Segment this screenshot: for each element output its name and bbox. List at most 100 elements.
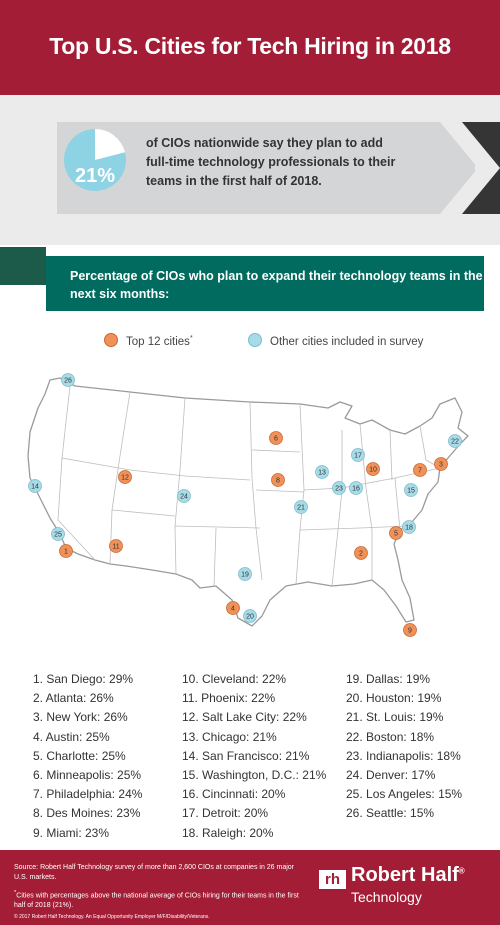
city-marker-label: 26	[64, 378, 72, 385]
city-marker	[354, 546, 368, 560]
city-rank-item: 7. Philadelphia: 24%	[33, 787, 143, 802]
city-marker-label: 6	[274, 436, 278, 443]
pie-slice	[95, 129, 126, 160]
city-marker	[28, 479, 42, 493]
city-rank-item: 15. Washington, D.C.: 21%	[182, 768, 327, 783]
city-marker-label: 25	[54, 532, 62, 539]
city-marker	[226, 601, 240, 615]
footnote-asterisk: *	[14, 890, 17, 896]
city-rank-item: 24. Denver: 17%	[346, 768, 436, 783]
legend-top-cities: Top 12 cities*	[104, 333, 193, 348]
city-rank-item: 13. Chicago: 21%	[182, 729, 277, 744]
city-marker-label: 23	[335, 486, 343, 493]
logo-brand-sub: Technology	[351, 889, 422, 905]
city-marker	[243, 609, 257, 623]
footer: Source: Robert Half Technology survey of…	[0, 850, 500, 925]
city-marker-label: 14	[31, 484, 39, 491]
city-marker-label: 18	[405, 525, 413, 532]
city-marker-label: 8	[276, 478, 280, 485]
page-title: Top U.S. Cities for Tech Hiring in 2018	[49, 33, 451, 59]
city-marker-label: 7	[418, 468, 422, 475]
subtitle-bar: Percentage of CIOs who plan to expand th…	[46, 256, 484, 311]
city-marker	[315, 465, 329, 479]
footer-footnote-block: *Cities with percentages above the natio…	[14, 888, 304, 911]
city-rank-item: 23. Indianapolis: 18%	[346, 748, 461, 763]
state-borders	[57, 385, 441, 587]
city-rank-item: 9. Miami: 23%	[33, 825, 110, 840]
city-rank-item: 12. Salt Lake City: 22%	[182, 710, 307, 725]
footer-source: Source: Robert Half Technology survey of…	[14, 864, 295, 881]
city-marker	[118, 470, 132, 484]
city-marker	[109, 539, 123, 553]
city-marker-label: 17	[354, 453, 362, 460]
city-rank-item: 25. Los Angeles: 15%	[346, 787, 463, 802]
orange-dot-icon	[104, 333, 118, 347]
city-marker	[402, 520, 416, 534]
city-rank-item: 8. Des Moines: 23%	[33, 806, 141, 821]
us-map: 1 234567891011121314151617181920212223242…	[27, 373, 469, 637]
city-marker-label: 24	[180, 494, 188, 501]
legend-top-label: Top 12 cities	[126, 336, 190, 348]
city-marker-label: 16	[352, 486, 360, 493]
city-marker-label: 21	[297, 505, 305, 512]
city-marker-label: 15	[407, 488, 415, 495]
logo-brand-name: Robert Half®	[351, 864, 465, 887]
city-rank-item: 4. Austin: 25%	[33, 729, 110, 744]
city-marker	[238, 567, 252, 581]
stat-description: of CIOs nationwide say they plan to add …	[146, 136, 396, 188]
city-rank-item: 18. Raleigh: 20%	[182, 825, 274, 840]
city-marker-label: 20	[246, 614, 254, 621]
chart-subtitle: Percentage of CIOs who plan to expand th…	[70, 269, 483, 301]
city-rank-item: 2. Atlanta: 26%	[33, 691, 114, 706]
footer-copyright: © 2017 Robert Half Technology. An Equal …	[14, 914, 210, 920]
city-marker	[434, 457, 448, 471]
city-rank-item: 21. St. Louis: 19%	[346, 710, 444, 725]
city-marker	[403, 623, 417, 637]
city-marker	[61, 373, 75, 387]
city-marker	[366, 462, 380, 476]
city-marker-label: 11	[112, 544, 119, 551]
legend-other-label: Other cities included in survey	[270, 336, 424, 348]
city-marker-label: 4	[231, 606, 235, 613]
ranking-column-3: 19. Dallas: 19% 20. Houston: 19% 21. St. L…	[346, 670, 462, 824]
stat-percent: 21%	[74, 165, 116, 187]
city-rank-item: 11. Phoenix: 22%	[182, 691, 276, 706]
city-marker	[413, 463, 427, 477]
city-rank-item: 17. Detroit: 20%	[182, 806, 269, 821]
brand-name: Robert Half	[351, 864, 459, 886]
header-banner: Top U.S. Cities for Tech Hiring in 2018	[0, 0, 500, 95]
city-rank-item: 22. Boston: 18%	[346, 729, 435, 744]
brand-reg: ®	[458, 866, 465, 876]
city-marker	[269, 431, 283, 445]
ranking-column-1: 1. San Diego: 29% 2. Atlanta: 26% 3. New Y…	[33, 670, 142, 843]
blue-dot-icon	[248, 333, 262, 347]
city-marker-label: 10	[369, 467, 377, 474]
city-marker	[404, 483, 418, 497]
city-marker-label: 3	[439, 462, 443, 469]
city-rank-item: 3. New York: 26%	[33, 710, 128, 725]
chevron-arrow-icon	[440, 122, 500, 214]
city-marker-label: 13	[318, 470, 326, 477]
city-marker-label: 9	[408, 628, 412, 635]
city-rank-item: 6. Minneapolis: 25%	[33, 768, 142, 783]
city-marker-label: 12	[121, 475, 129, 482]
city-marker-label: 22	[451, 439, 459, 446]
legend-other-cities: Other cities included in survey	[248, 333, 423, 348]
footer-footnote: Cities with percentages above the nation…	[14, 892, 299, 910]
legend-asterisk: *	[189, 335, 193, 343]
city-marker	[389, 526, 403, 540]
logo-mark: rh	[319, 870, 346, 889]
city-marker-label: 19	[241, 572, 249, 579]
city-marker	[332, 481, 346, 495]
city-marker-label: 2	[359, 551, 363, 558]
city-marker	[448, 434, 462, 448]
city-marker	[51, 527, 65, 541]
city-rank-item: 20. Houston: 19%	[346, 691, 442, 706]
teal-accent	[0, 247, 46, 285]
city-marker	[349, 481, 363, 495]
city-rank-item: 10. Cleveland: 22%	[182, 672, 287, 686]
city-marker	[294, 500, 308, 514]
us-map-outline	[27, 377, 469, 627]
city-marker-label: 5	[394, 531, 398, 538]
ranking-column-2: 10. Cleveland: 22% 11. Phoenix: 22% 12. Sa…	[182, 670, 326, 843]
